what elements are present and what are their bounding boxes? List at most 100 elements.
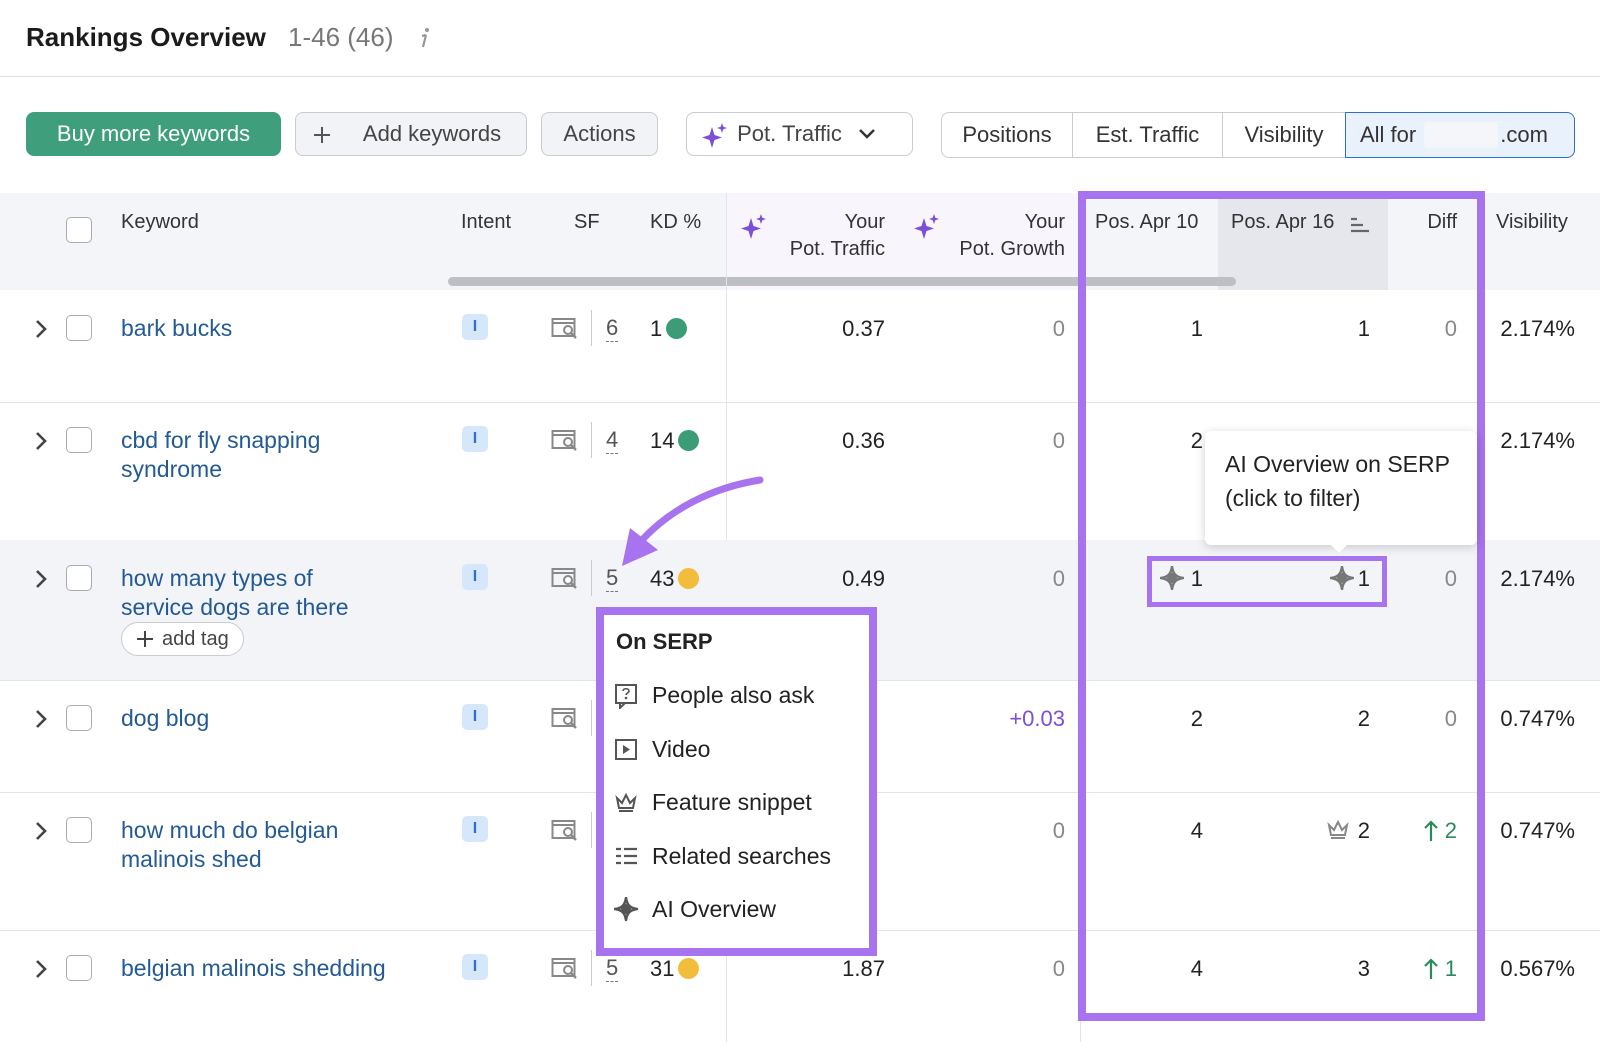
column-header[interactable]: Your <box>845 209 885 236</box>
actions-button[interactable]: Actions <box>541 112 658 156</box>
pot-traffic: 0.49 <box>842 564 885 593</box>
intent-badge: I <box>462 704 488 730</box>
row-checkbox[interactable] <box>66 565 92 591</box>
serp-feature-icon[interactable] <box>614 737 640 763</box>
visibility: 0.747% <box>1500 816 1575 845</box>
column-header[interactable]: Visibility <box>1496 209 1568 236</box>
pot-growth: 0 <box>1053 954 1065 983</box>
sf-divider <box>591 812 592 848</box>
serp-feature-icon[interactable] <box>614 683 640 709</box>
select-all-checkbox[interactable] <box>66 217 92 243</box>
row-checkbox[interactable] <box>66 315 92 341</box>
sf-divider <box>591 422 592 458</box>
serp-features-icon[interactable] <box>551 706 579 730</box>
serp-feature-icon[interactable] <box>614 844 640 870</box>
column-header[interactable]: Keyword <box>121 209 199 236</box>
expand-chevron[interactable] <box>34 958 48 980</box>
add-tag-button[interactable]: add tag <box>121 622 244 656</box>
kd-value: 14 <box>650 426 674 455</box>
keyword-link[interactable]: malinois shed <box>121 845 262 874</box>
intent-badge: I <box>462 954 488 980</box>
intent-badge: I <box>462 816 488 842</box>
tooltip-text: AI Overview on SERP <box>1225 448 1450 480</box>
sparkle-icon <box>913 212 941 240</box>
dropdown-label: Pot. Traffic <box>737 121 842 147</box>
serp-feature-icon[interactable] <box>614 790 640 816</box>
serp-feature-item[interactable]: Video <box>652 735 710 764</box>
serp-features-icon[interactable] <box>551 818 579 842</box>
sparkle-icon <box>701 121 729 149</box>
serp-feature-item[interactable]: Feature snippet <box>652 788 812 817</box>
keyword-link[interactable]: how many types of <box>121 564 313 593</box>
row-checkbox[interactable] <box>66 817 92 843</box>
serp-feature-item[interactable]: AI Overview <box>652 895 776 924</box>
row-checkbox[interactable] <box>66 705 92 731</box>
serp-feature-icon[interactable] <box>614 897 640 923</box>
pot-growth: 0 <box>1053 816 1065 845</box>
pot-traffic: 0.37 <box>842 314 885 343</box>
sf-count[interactable]: 6 <box>606 314 618 342</box>
column-header[interactable]: KD % <box>650 209 701 236</box>
tab[interactable]: Est. Traffic <box>1072 112 1223 158</box>
pot-traffic: 1.87 <box>842 954 885 983</box>
kd-value: 31 <box>650 954 674 983</box>
column-header[interactable]: Intent <box>461 209 511 236</box>
tab-label: All for <box>1360 122 1416 148</box>
keyword-link[interactable]: syndrome <box>121 455 222 484</box>
add-keywords-button[interactable]: Add keywords <box>295 112 527 156</box>
row-checkbox[interactable] <box>66 427 92 453</box>
expand-chevron[interactable] <box>34 430 48 452</box>
serp-feature-item[interactable]: Related searches <box>652 842 831 871</box>
sf-count[interactable]: 4 <box>606 426 618 454</box>
sparkle-icon <box>740 212 768 240</box>
visibility: 2.174% <box>1500 426 1575 455</box>
keyword-link[interactable]: dog blog <box>121 704 209 733</box>
row-checkbox[interactable] <box>66 955 92 981</box>
expand-chevron[interactable] <box>34 568 48 590</box>
expand-chevron[interactable] <box>34 820 48 842</box>
page-title: Rankings Overview <box>26 22 266 53</box>
button-label: Add keywords <box>363 121 501 147</box>
tab[interactable]: Visibility <box>1222 112 1346 158</box>
metric-dropdown[interactable]: Pot. Traffic <box>686 112 913 156</box>
serp-features-icon[interactable] <box>551 428 579 452</box>
domain-suffix: .com <box>1500 122 1548 148</box>
keyword-link[interactable]: how much do belgian <box>121 816 338 845</box>
serp-feature-item[interactable]: People also ask <box>652 681 814 710</box>
buy-keywords-button[interactable]: Buy more keywords <box>26 112 281 156</box>
column-header[interactable]: Your <box>1025 209 1065 236</box>
keyword-link[interactable]: belgian malinois shedding <box>121 954 386 983</box>
column-header[interactable]: SF <box>574 209 600 236</box>
visibility: 0.567% <box>1500 954 1575 983</box>
tab-active[interactable]: All for .com <box>1345 112 1575 158</box>
info-icon[interactable] <box>418 26 432 50</box>
highlight-frame-small <box>1147 556 1387 607</box>
keyword-link[interactable]: service dogs are there <box>121 593 349 622</box>
serp-features-icon[interactable] <box>551 566 579 590</box>
pot-growth: 0 <box>1053 314 1065 343</box>
plus-icon <box>136 630 154 648</box>
sf-divider <box>591 700 592 736</box>
expand-chevron[interactable] <box>34 708 48 730</box>
pot-growth: +0.03 <box>1009 704 1065 733</box>
column-header[interactable]: Pot. Traffic <box>790 236 885 263</box>
visibility: 0.747% <box>1500 704 1575 733</box>
sf-count[interactable]: 5 <box>606 954 618 982</box>
keyword-link[interactable]: cbd for fly snapping <box>121 426 320 455</box>
popup-title: On SERP <box>616 627 713 656</box>
column-header[interactable]: Pot. Growth <box>959 236 1065 263</box>
serp-features-icon[interactable] <box>551 316 579 340</box>
tab[interactable]: Positions <box>941 112 1073 158</box>
pot-traffic: 0.36 <box>842 426 885 455</box>
visibility: 2.174% <box>1500 314 1575 343</box>
serp-popup: On SERP People also ask Video Feature snipp… <box>596 607 877 956</box>
sf-divider <box>591 310 592 346</box>
tooltip-pointer <box>1329 543 1349 555</box>
keyword-range: 1-46 (46) <box>288 22 394 53</box>
header-divider <box>0 76 1600 77</box>
expand-chevron[interactable] <box>34 318 48 340</box>
visibility: 2.174% <box>1500 564 1575 593</box>
serp-features-icon[interactable] <box>551 956 579 980</box>
keyword-link[interactable]: bark bucks <box>121 314 232 343</box>
chevron-down <box>858 128 876 140</box>
